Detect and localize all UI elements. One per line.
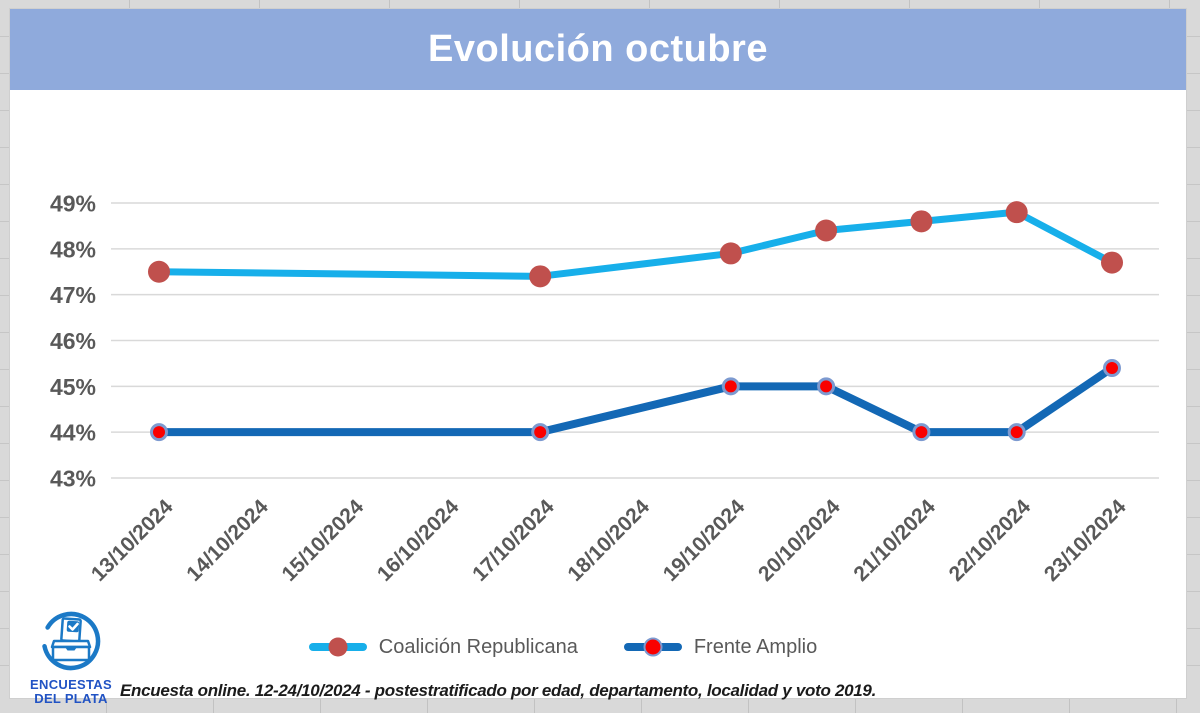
chart-title-band: Evolución octubre bbox=[10, 9, 1186, 90]
legend-item-coalicion-republicana: Coalición Republicana bbox=[308, 635, 578, 659]
legend-label: Frente Amplio bbox=[693, 635, 818, 658]
data-point bbox=[1103, 358, 1121, 377]
data-point bbox=[150, 423, 168, 442]
x-tick-label: 13/10/2024 bbox=[87, 495, 178, 586]
x-axis-labels: 13/10/2024 14/10/2024 15/10/2024 16/10/2024… bbox=[87, 495, 1131, 586]
data-point bbox=[529, 265, 552, 288]
x-tick-label: 15/10/2024 bbox=[278, 495, 369, 586]
x-tick-label: 14/10/2024 bbox=[182, 495, 273, 586]
x-tick-label: 18/10/2024 bbox=[563, 495, 654, 586]
y-tick-label: 45% bbox=[50, 374, 96, 400]
data-point bbox=[1005, 201, 1028, 224]
plot-area: 49% 48% 47% 46% 45% 44% 43% 13/10/2024 14/10/202… bbox=[50, 191, 1159, 586]
coalicion-line-sample-icon bbox=[308, 637, 367, 657]
x-tick-label: 17/10/2024 bbox=[468, 495, 559, 586]
x-tick-label: 23/10/2024 bbox=[1040, 495, 1131, 586]
legend-label: Coalición Republicana bbox=[378, 635, 578, 658]
data-point bbox=[721, 377, 740, 396]
y-tick-label: 47% bbox=[50, 282, 96, 308]
series-markers-coalicion bbox=[148, 201, 1123, 288]
data-point bbox=[531, 423, 550, 442]
gridlines bbox=[111, 202, 1159, 479]
series-line-coalicion bbox=[155, 208, 1116, 280]
spreadsheet-edge-top bbox=[0, 0, 1200, 8]
encuestas-del-plata-logo: ENCUESTAS DEL PLATA bbox=[21, 611, 121, 706]
series-line-frente-amplio bbox=[155, 363, 1116, 437]
x-tick-label: 20/10/2024 bbox=[754, 495, 845, 586]
y-tick-label: 43% bbox=[50, 465, 96, 491]
data-point bbox=[1101, 251, 1123, 274]
data-point bbox=[912, 423, 931, 442]
frente-amplio-marker-icon bbox=[643, 637, 663, 657]
ballot-box-icon bbox=[41, 611, 101, 671]
y-tick-label: 49% bbox=[50, 191, 96, 217]
coalicion-marker-icon bbox=[328, 637, 348, 657]
x-tick-label: 19/10/2024 bbox=[659, 495, 750, 586]
data-point bbox=[148, 260, 170, 283]
data-point bbox=[910, 210, 933, 233]
logo-text-line1: ENCUESTAS bbox=[30, 677, 112, 692]
spreadsheet-edge-left bbox=[0, 0, 9, 713]
spreadsheet-edge-right bbox=[1187, 0, 1200, 713]
data-point bbox=[815, 219, 838, 242]
survey-methodology-note: Encuesta online. 12-24/10/2024 - postest… bbox=[120, 681, 876, 700]
y-tick-label: 46% bbox=[50, 328, 96, 354]
x-tick-label: 22/10/2024 bbox=[945, 495, 1036, 586]
y-axis-labels: 49% 48% 47% 46% 45% 44% 43% bbox=[50, 191, 96, 492]
data-point bbox=[719, 242, 742, 265]
chart-container: Evolución octubre 49% 48% 47% 46% 45% 44% 43% 1… bbox=[9, 8, 1187, 706]
series-markers-frente-amplio bbox=[150, 358, 1121, 442]
frente-amplio-line-sample-icon bbox=[623, 637, 682, 657]
x-tick-label: 21/10/2024 bbox=[849, 495, 940, 586]
logo-text-line2: DEL PLATA bbox=[34, 691, 108, 706]
legend: Coalición Republicana Frente Amplio bbox=[10, 627, 1186, 667]
y-tick-label: 48% bbox=[50, 236, 96, 262]
x-tick-label: 16/10/2024 bbox=[373, 495, 464, 586]
chart-title: Evolución octubre bbox=[428, 28, 768, 70]
legend-item-frente-amplio: Frente Amplio bbox=[623, 635, 818, 659]
data-point bbox=[1007, 423, 1026, 442]
y-tick-label: 44% bbox=[50, 420, 96, 446]
spreadsheet-edge-bottom bbox=[0, 699, 1200, 713]
data-point bbox=[817, 377, 836, 396]
